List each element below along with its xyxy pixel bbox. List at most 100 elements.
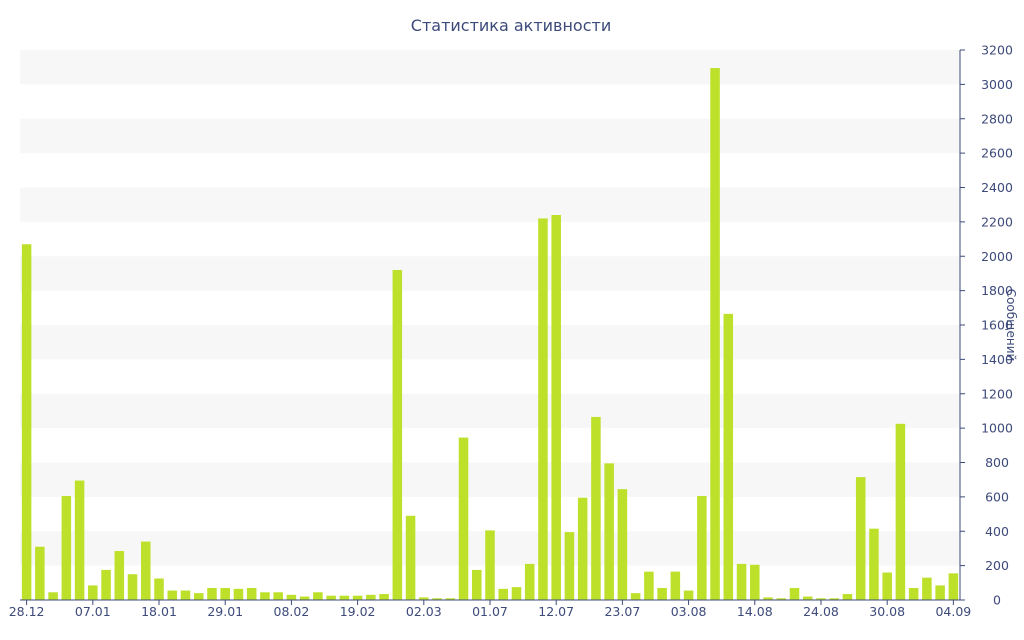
bar (379, 593, 389, 600)
bars (21, 68, 959, 601)
bar (524, 563, 535, 600)
bar (710, 68, 720, 601)
bar (286, 594, 297, 600)
bar (922, 577, 932, 600)
bar (935, 585, 945, 600)
y-tick-label: 1400 (981, 352, 1013, 367)
y-tick-label: 1200 (981, 386, 1013, 401)
bar (683, 590, 694, 600)
bar (577, 497, 588, 600)
y-tick-label: 1600 (981, 318, 1013, 333)
bar (802, 596, 813, 600)
bar (458, 437, 469, 600)
bar (101, 569, 111, 600)
bar (736, 563, 747, 600)
bar (564, 532, 575, 600)
x-tick-label: 23.07 (604, 604, 640, 619)
bar (816, 598, 826, 600)
bar (869, 528, 879, 600)
bar (551, 215, 561, 600)
bar (339, 595, 350, 600)
x-tick-label: 01.07 (472, 604, 508, 619)
bar (88, 585, 98, 600)
x-tick-label: 07.01 (75, 604, 111, 619)
x-tick-label: 30.08 (869, 604, 905, 619)
x-tick-label: 14.08 (737, 604, 773, 619)
y-tick-label: 3200 (981, 43, 1013, 58)
bar (511, 587, 522, 600)
grid-band (20, 393, 960, 429)
bar (644, 571, 654, 600)
bar (776, 598, 787, 600)
x-tick-label: 02.03 (406, 604, 442, 619)
y-tick-labels: 0 200 400 600 800 1000 1200 1400 1600 1800 2000 220… (960, 43, 1013, 608)
grid-band (20, 256, 960, 291)
bar (471, 569, 482, 600)
x-tick-label: 24.08 (803, 604, 839, 619)
bar (207, 587, 217, 600)
x-tick-label: 29.01 (207, 604, 243, 619)
bar (723, 313, 734, 600)
bar (167, 590, 178, 600)
bar (352, 595, 363, 600)
x-tick-label: 28.12 (9, 604, 45, 619)
chart-title: Статистика активности (411, 16, 611, 35)
grid-band (20, 325, 960, 360)
y-tick-label: 2200 (981, 214, 1013, 229)
bar (895, 423, 906, 600)
bar (326, 595, 336, 600)
x-tick-label: 08.02 (274, 604, 310, 619)
bar (114, 551, 125, 600)
bar (180, 590, 191, 600)
bar (141, 541, 151, 600)
bar (432, 598, 442, 600)
bar (842, 593, 853, 600)
bar (498, 588, 508, 600)
bar (538, 218, 548, 600)
x-tick-label: 12.07 (538, 604, 574, 619)
bar (21, 244, 32, 600)
bar (74, 480, 85, 600)
grid-bands (20, 50, 960, 566)
bar (617, 489, 628, 600)
y-tick-label: 1000 (981, 421, 1013, 436)
bar (193, 593, 204, 601)
y-tick-label: 3000 (981, 77, 1013, 92)
bar (392, 270, 403, 600)
bar (260, 592, 270, 600)
y-tick-label: 2400 (981, 180, 1013, 195)
bar (35, 546, 45, 600)
bar (127, 574, 138, 600)
grid-band (20, 118, 960, 154)
y-tick-label: 0 (993, 593, 1001, 608)
bar (366, 594, 376, 600)
bar (604, 463, 614, 600)
y-tick-label: 2000 (981, 249, 1013, 264)
grid-band (20, 462, 960, 497)
bar (789, 587, 800, 600)
y-tick-label: 200 (985, 558, 1009, 573)
bar (313, 592, 323, 600)
x-tick-label: 04.09 (935, 604, 971, 619)
bar (882, 572, 892, 600)
bar (763, 597, 773, 600)
bar (419, 597, 429, 600)
bar (697, 496, 707, 600)
grid-band (20, 187, 960, 222)
bar (657, 587, 667, 600)
bar (855, 477, 866, 600)
x-tick-label: 18.01 (141, 604, 177, 619)
bar (630, 593, 641, 601)
x-tick-label: 19.02 (340, 604, 376, 619)
y-tick-label: 400 (985, 524, 1009, 539)
bar (273, 592, 283, 600)
bar (829, 598, 839, 600)
bar (485, 530, 495, 600)
y-tick-label: 2600 (981, 146, 1013, 161)
bar (61, 496, 72, 600)
x-tick-labels: 28.12 07.01 18.01 29.01 08.02 19.02 02.03 01.07… (9, 600, 971, 619)
bar (445, 598, 456, 600)
bar (405, 515, 416, 600)
bar (220, 587, 230, 600)
